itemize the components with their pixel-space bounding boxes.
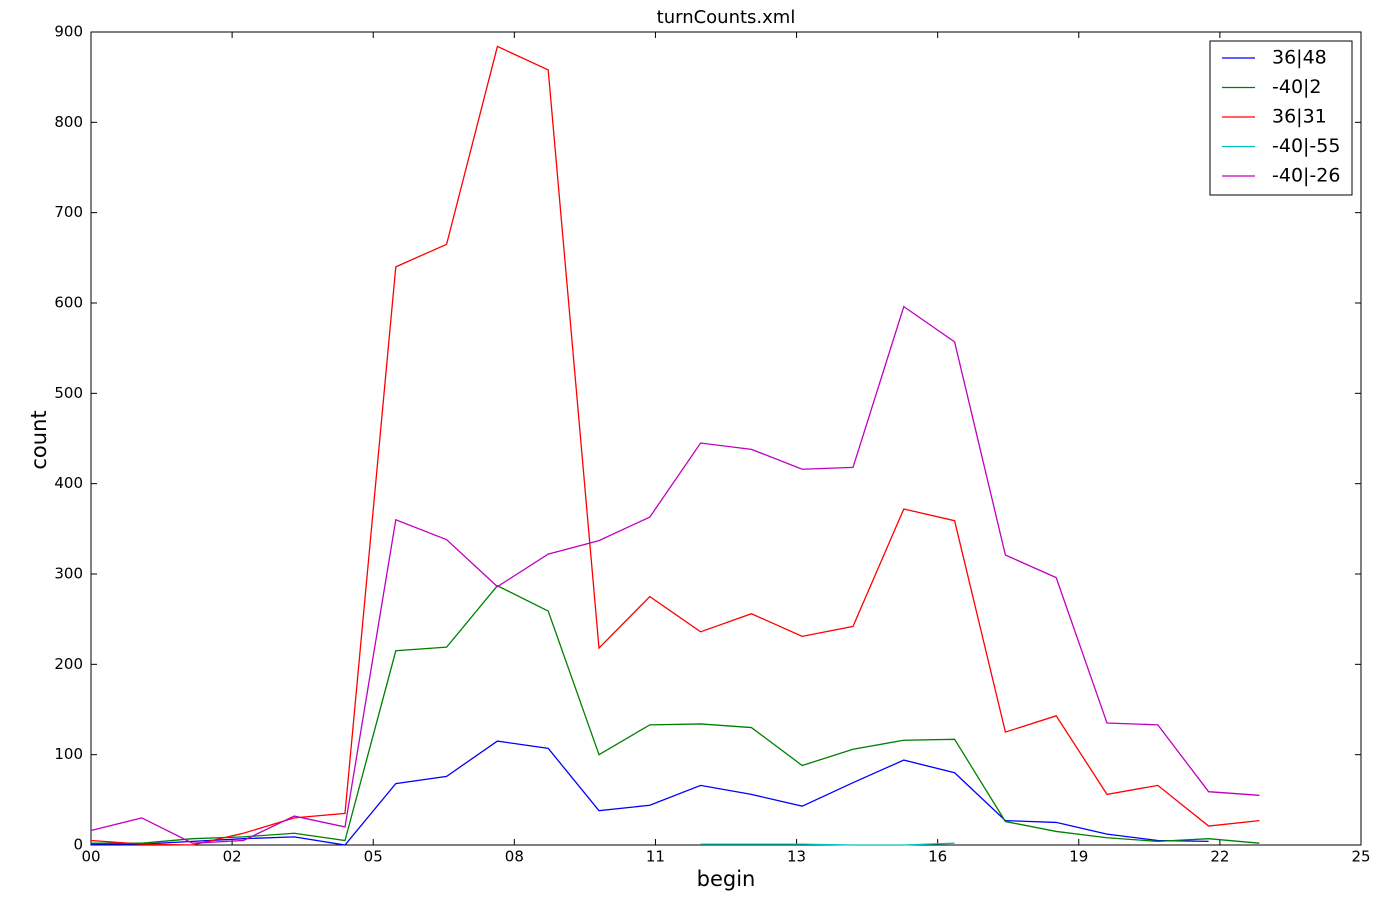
x-tick-label: 22	[1210, 848, 1229, 866]
x-tick-label: 11	[646, 848, 665, 866]
y-tick-label: 500	[54, 384, 83, 402]
y-tick-label: 400	[54, 474, 83, 492]
x-tick-label: 08	[505, 848, 524, 866]
y-tick-label: 0	[73, 836, 83, 854]
legend-label: -40|-26	[1272, 165, 1340, 187]
y-tick-label: 600	[54, 294, 83, 312]
x-tick-label: 16	[928, 848, 947, 866]
chart-title: turnCounts.xml	[657, 7, 796, 28]
y-tick-label: 300	[54, 565, 83, 583]
data-line	[91, 740, 1209, 846]
x-tick-label: 00	[81, 848, 100, 866]
x-tick-label: 25	[1351, 848, 1370, 866]
y-tick-label: 700	[54, 203, 83, 221]
x-tick-label: 05	[364, 848, 383, 866]
x-axis-label: begin	[697, 867, 756, 891]
data-line	[90, 45, 1260, 846]
y-tick-label: 900	[54, 23, 83, 41]
data-line	[91, 584, 1260, 844]
x-tick-label: 02	[223, 848, 242, 866]
legend-box	[1209, 40, 1353, 196]
y-tick-label: 800	[54, 113, 83, 131]
legend-label: 36|48	[1272, 47, 1327, 69]
y-axis-label: count	[27, 410, 51, 469]
legend-label: -40|-55	[1272, 135, 1340, 157]
data-line	[90, 305, 1260, 844]
plot-frame	[90, 31, 1362, 846]
legend-label: 36|31	[1272, 106, 1327, 128]
y-tick-label: 100	[54, 745, 83, 763]
data-line	[700, 842, 955, 846]
y-tick-label: 200	[54, 655, 83, 673]
x-tick-label: 19	[1069, 848, 1088, 866]
legend-label: -40|2	[1272, 76, 1322, 98]
x-tick-label: 13	[787, 848, 806, 866]
